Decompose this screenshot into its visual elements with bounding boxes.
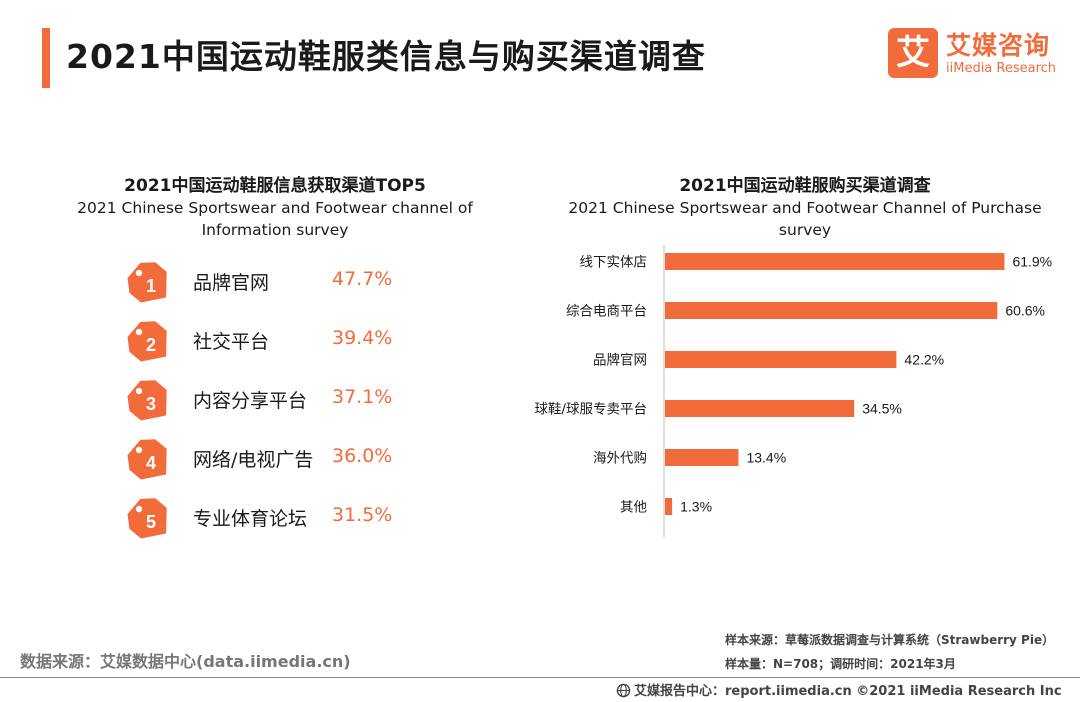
- rank-label: 内容分享平台: [193, 390, 308, 412]
- svg-text:5: 5: [146, 512, 156, 532]
- rank-value: 36.0%: [332, 445, 393, 467]
- category-label: 海外代购: [593, 451, 647, 467]
- left-title-en-2: Information survey: [201, 221, 349, 239]
- svg-text:3: 3: [146, 394, 156, 414]
- rank-tag-icon: 4: [127, 439, 167, 480]
- data-label: 61.9%: [1012, 254, 1052, 270]
- rank-label: 网络/电视广告: [193, 449, 314, 471]
- rank-label: 品牌官网: [193, 272, 270, 294]
- bar: [665, 253, 1005, 270]
- rank-tag-icon: 3: [127, 380, 167, 421]
- data-label: 1.3%: [680, 499, 712, 515]
- rank-tag-icon: 5: [127, 498, 167, 539]
- sample-source: 样本来源：草莓派数据调查与计算系统（Strawberry Pie）: [725, 633, 1055, 647]
- data-label: 60.6%: [1005, 303, 1045, 319]
- rank-item: 4 网络/电视广告 36.0%: [125, 435, 425, 485]
- left-title-en-1: 2021 Chinese Sportswear and Footwear cha…: [77, 199, 473, 217]
- rank-tag-icon: 1: [127, 262, 167, 303]
- data-label: 42.2%: [904, 352, 944, 368]
- bar: [665, 400, 855, 417]
- rank-item: 1 品牌官网 47.7%: [125, 258, 425, 308]
- sample-size: 样本量：N=708；调研时间：2021年3月: [725, 657, 956, 671]
- rank-tag-icon: 2: [127, 321, 167, 362]
- page-title: 2021中国运动鞋服类信息与购买渠道调查: [66, 37, 706, 76]
- left-title-cn: 2021中国运动鞋服信息获取渠道TOP5: [124, 176, 426, 196]
- bar: [665, 449, 739, 466]
- bar: [665, 302, 998, 319]
- right-title-cn: 2021中国运动鞋服购买渠道调查: [679, 176, 931, 196]
- logo-mark: 艾: [888, 28, 938, 78]
- rank-label: 社交平台: [193, 331, 270, 353]
- footer-text: 艾媒报告中心：report.iimedia.cn ©2021 iiMedia R…: [634, 684, 1062, 699]
- category-label: 品牌官网: [593, 352, 647, 369]
- iimedia-logo: 艾 艾媒咨询 iiMedia Research: [888, 28, 1068, 82]
- footer-divider: [0, 677, 1080, 678]
- sample-info: 样本来源：草莓派数据调查与计算系统（Strawberry Pie） 样本量：N=…: [725, 628, 1054, 676]
- category-label: 其他: [620, 500, 647, 516]
- left-panel-title: 2021中国运动鞋服信息获取渠道TOP5 2021 Chinese Sports…: [50, 175, 500, 241]
- rank-value: 31.5%: [332, 504, 393, 526]
- globe-icon: [616, 683, 631, 698]
- rank-item: 2 社交平台 39.4%: [125, 317, 425, 367]
- purchase-channel-bar-chart: 线下实体店 61.9% 综合电商平台 60.6% 品牌官网 42.2% 球鞋/球服专卖平台 3…: [534, 245, 1052, 537]
- data-source: 数据来源：艾媒数据中心(data.iimedia.cn): [20, 652, 351, 671]
- rank-value: 47.7%: [332, 268, 393, 290]
- svg-text:4: 4: [146, 453, 156, 473]
- logo-text-cn: 艾媒咨询: [946, 31, 1051, 60]
- title-accent-bar: [42, 28, 50, 88]
- bar: [665, 351, 897, 368]
- rank-value: 39.4%: [332, 327, 393, 349]
- data-label: 34.5%: [862, 401, 902, 417]
- bar: [665, 498, 673, 515]
- right-title-en-1: 2021 Chinese Sportswear and Footwear Cha…: [568, 199, 1042, 217]
- category-label: 线下实体店: [580, 255, 648, 271]
- rank-label: 专业体育论坛: [193, 508, 308, 530]
- data-label: 13.4%: [746, 450, 786, 466]
- rank-item: 3 内容分享平台 37.1%: [125, 376, 425, 426]
- right-panel-title: 2021中国运动鞋服购买渠道调查 2021 Chinese Sportswear…: [545, 175, 1065, 241]
- logo-text-en: iiMedia Research: [946, 61, 1057, 76]
- footer: 艾媒报告中心：report.iimedia.cn ©2021 iiMedia R…: [616, 680, 1062, 699]
- category-label: 综合电商平台: [566, 304, 647, 320]
- right-title-en-2: survey: [778, 221, 832, 239]
- svg-text:1: 1: [146, 276, 156, 296]
- rank-item: 5 专业体育论坛 31.5%: [125, 494, 425, 544]
- rank-value: 37.1%: [332, 386, 393, 408]
- svg-text:2: 2: [146, 335, 156, 355]
- category-label: 球鞋/球服专卖平台: [534, 402, 647, 418]
